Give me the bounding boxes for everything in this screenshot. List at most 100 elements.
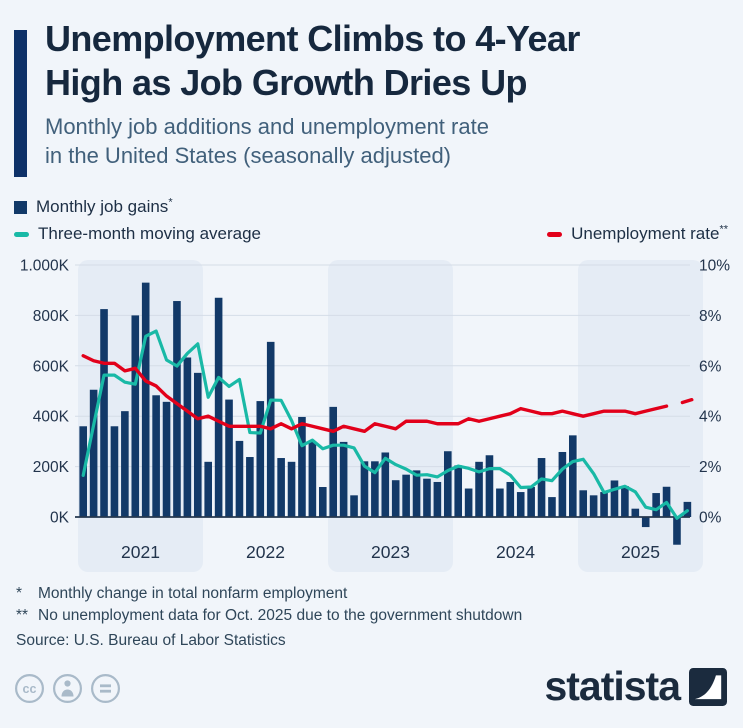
axis-tick-left: 400K [33,409,70,426]
statista-logo-icon [689,667,727,706]
legend-label-unemployment-rate: Unemployment rate** [571,223,728,243]
bar [256,401,265,517]
bar [298,416,306,517]
bar [464,488,473,517]
bar [204,461,213,517]
bar [475,461,483,517]
subtitle-line-1: Monthly job additions and unemployment r… [45,114,489,139]
bar [506,481,515,517]
bar [141,282,150,517]
cc-icon: cc [15,674,44,703]
bar [652,493,660,517]
bar [516,492,525,517]
bar [631,508,640,517]
bar [360,461,369,517]
axis-tick-left: 200K [33,459,70,476]
red-dash-swatch-icon [547,231,563,237]
axis-tick-right: 0% [699,510,722,527]
bar [527,487,535,517]
subtitle-line-2: in the United States (seasonally adjuste… [45,143,452,168]
bar [402,474,410,517]
title-line-1: Unemployment Climbs to 4-Year [45,18,580,59]
footnote-2: ** No unemployment data for Oct. 2025 du… [16,607,522,625]
bar [537,458,546,517]
year-label: 2024 [496,542,535,562]
footnote-1: * Monthly change in total nonfarm employ… [16,585,347,603]
bar [152,395,160,517]
bar [454,465,463,517]
bar [423,478,431,517]
title-line-2: High as Job Growth Dries Up [45,62,527,103]
bar [579,490,588,517]
combo-chart: 1.000K 800K 600K 400K 200K 0K 10% 8% 6% 4% 2% 0% 202… [0,248,743,580]
bar [568,435,577,517]
bar [173,301,181,517]
svg-text:cc: cc [23,682,37,696]
page-subtitle: Monthly job additions and unemployment r… [45,112,705,170]
chart-svg: 1.000K 800K 600K 400K 200K 0K 10% 8% 6% 4% 2% 0% 202… [20,258,730,572]
bar [621,486,629,517]
statista-wordmark: statista [544,663,681,709]
bar [318,487,327,517]
bar [235,440,244,517]
page-title: Unemployment Climbs to 4-Year High as Jo… [45,17,735,105]
bar [600,492,608,517]
legend-label-moving-average: Three-month moving average [38,224,262,243]
license-icons: cc [14,673,121,704]
bar [673,517,681,545]
axis-tick-left: 0K [50,510,70,527]
bar [350,495,358,517]
attribution-icon [53,674,82,703]
footnote-2-mark: ** [16,607,29,624]
legend-item-unemployment-rate: Unemployment rate** [547,224,728,244]
bar [641,517,650,528]
source-text: Source: U.S. Bureau of Labor Statistics [16,632,286,649]
legend-item-job-gains: Monthly job gains* [14,197,173,217]
bar [100,309,108,517]
bar [558,451,567,517]
bar [610,480,619,517]
axis-tick-right: 10% [699,258,730,275]
bar [193,372,202,517]
equal-icon [91,674,120,703]
axis-tick-left: 1.000K [20,258,70,275]
axis-tick-right: 8% [699,308,722,325]
legend-label-job-gains: Monthly job gains* [36,196,173,216]
bar [496,488,504,517]
year-label: 2022 [246,542,285,562]
bar [371,461,379,517]
axis-tick-right: 2% [699,459,722,476]
bar [225,399,233,517]
bar [589,495,598,517]
bar [339,441,348,517]
unemployment-line [81,354,669,434]
bar [287,461,296,517]
year-label: 2021 [121,542,160,562]
moving-average-line [81,329,689,520]
title-accent-bar [14,30,27,177]
bar [121,411,129,517]
teal-dash-swatch-icon [14,231,29,237]
year-label: 2025 [621,542,660,562]
bar [485,455,494,517]
bar [412,470,421,517]
bar [443,451,452,517]
axis-tick-right: 4% [699,409,722,426]
footnote-2-text: No unemployment data for Oct. 2025 due t… [38,607,523,624]
axis-tick-left: 600K [33,358,70,375]
bar [162,401,171,517]
bar [214,297,223,517]
bar-swatch-icon [14,200,27,214]
bar [548,497,556,517]
footnote-1-mark: * [16,585,23,602]
bar [131,315,140,517]
bar [308,441,317,517]
bar [329,406,338,517]
bar [89,389,98,517]
bar [246,457,254,517]
bar [183,357,192,517]
bar [391,480,400,517]
axis-tick-left: 800K [33,308,70,325]
legend-item-moving-average: Three-month moving average [14,224,261,244]
statista-branding: statista [544,663,727,710]
